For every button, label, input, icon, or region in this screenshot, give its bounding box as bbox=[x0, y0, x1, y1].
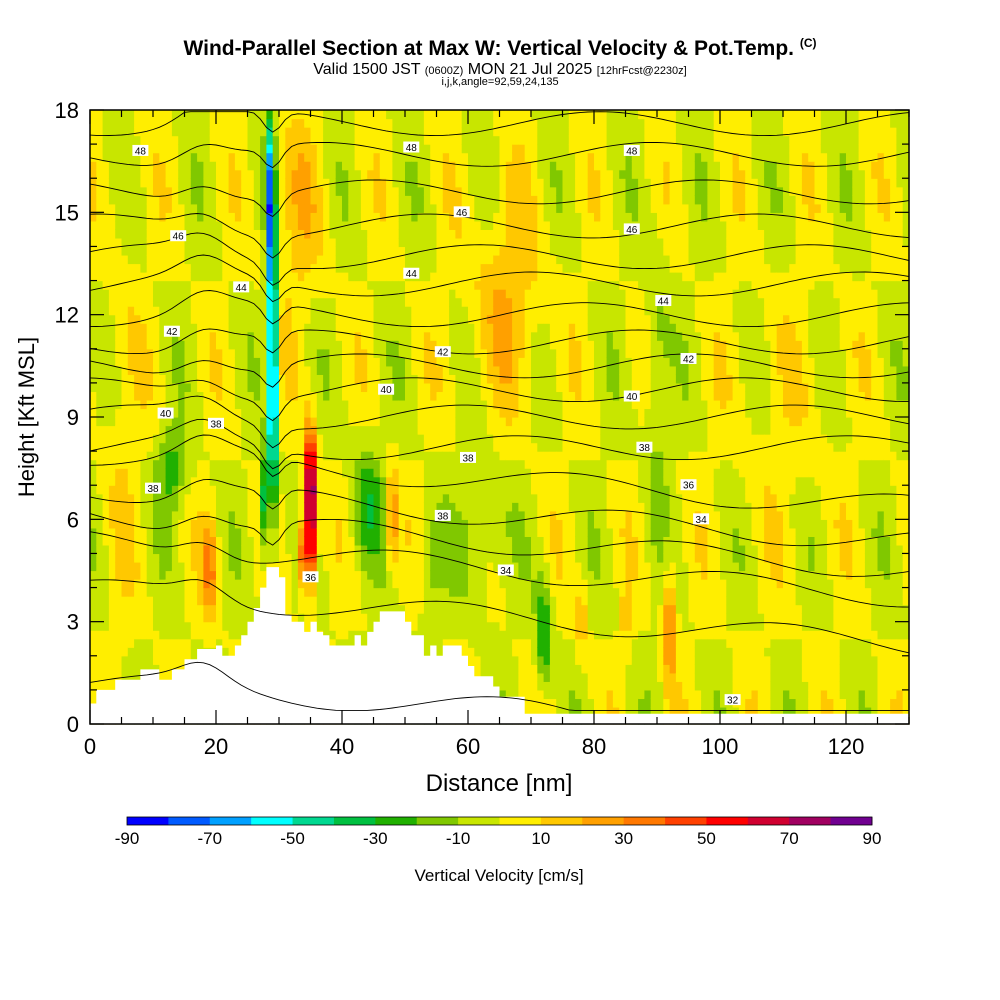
isentrope-label: 46 bbox=[453, 206, 470, 219]
colorbar-swatch bbox=[209, 817, 252, 825]
colorbar-swatch bbox=[333, 817, 376, 825]
isentrope-label: 48 bbox=[403, 141, 420, 154]
x-axis-label: Distance [nm] bbox=[426, 770, 573, 797]
terrain bbox=[90, 567, 909, 724]
y-tick-label: 12 bbox=[55, 303, 79, 328]
axis-ticks bbox=[89, 109, 910, 725]
isentrope-labels: 48 48 48 46 46 46 44 44 44 42 42 42 40 40 40 38 38 38 38 38… bbox=[132, 141, 741, 707]
y-axis-label: Height [Kft MSL] bbox=[14, 337, 39, 497]
colorbar-swatch bbox=[499, 817, 542, 825]
x-tick-label: 60 bbox=[456, 734, 480, 759]
colorbar-swatch bbox=[168, 817, 211, 825]
y-tick-label: 6 bbox=[67, 507, 79, 532]
colorbar-tick-label: -10 bbox=[446, 829, 471, 848]
colorbar-swatch bbox=[830, 817, 873, 825]
colorbar-swatch bbox=[292, 817, 335, 825]
isentrope-label: 38 bbox=[145, 482, 161, 495]
colorbar bbox=[126, 816, 873, 826]
isentrope-label: 34 bbox=[497, 564, 514, 577]
isentrope-label: 40 bbox=[623, 390, 640, 403]
chart-subtitle: Valid 1500 JST (0600Z) MON 21 Jul 2025 [… bbox=[313, 61, 687, 78]
isentrope-label: 40 bbox=[157, 407, 174, 420]
isentrope-label: 44 bbox=[655, 295, 672, 308]
colorbar-tick-label: 10 bbox=[531, 829, 550, 848]
y-tick-labels: 0 3 6 9 12 15 18 bbox=[55, 98, 79, 737]
isentrope-label: 46 bbox=[623, 223, 640, 236]
isentrope-label: 44 bbox=[233, 281, 250, 294]
subtitle-forecast: [12hrFcst@2230z] bbox=[596, 65, 687, 77]
colorbar-swatch bbox=[706, 817, 749, 825]
vertical-velocity-field bbox=[90, 110, 910, 725]
y-tick-label: 3 bbox=[67, 610, 79, 635]
isentrope-label: 34 bbox=[693, 513, 710, 526]
isentrope-label: 42 bbox=[434, 346, 451, 359]
subtitle-utc: (0600Z) bbox=[424, 65, 464, 77]
chart-subtitle-indices: i,j,k,angle=92,59,24,135 bbox=[441, 76, 559, 88]
colorbar-swatch bbox=[665, 817, 707, 825]
colorbar-label: Vertical Velocity [cm/s] bbox=[414, 866, 583, 885]
isentrope-label: 40 bbox=[378, 383, 395, 396]
colorbar-swatch bbox=[540, 817, 583, 825]
x-tick-labels: 0 20 40 60 80 100 120 bbox=[84, 734, 864, 759]
x-tick-label: 0 bbox=[84, 734, 96, 759]
colorbar-swatch bbox=[375, 817, 418, 825]
isentrope-label: 42 bbox=[163, 325, 180, 338]
y-tick-label: 9 bbox=[67, 405, 79, 430]
x-tick-label: 40 bbox=[330, 734, 354, 759]
isentrope-label: 48 bbox=[623, 144, 640, 157]
isentrope-label: 36 bbox=[302, 571, 319, 584]
isentrope-label: 36 bbox=[680, 479, 697, 492]
colorbar-tick-labels: -90 -70 -50 -30 -10 10 30 50 70 90 bbox=[115, 829, 882, 848]
colorbar-tick-label: -90 bbox=[115, 829, 140, 848]
isentrope-label: 44 bbox=[403, 267, 420, 280]
isentrope-label: 46 bbox=[170, 230, 187, 243]
y-tick-label: 18 bbox=[55, 98, 79, 123]
colorbar-swatch bbox=[458, 817, 500, 825]
isentrope-label: 38 bbox=[636, 441, 653, 454]
chart-title: Wind-Parallel Section at Max W: Vertical… bbox=[183, 36, 817, 60]
title-mark: (C) bbox=[799, 36, 817, 50]
isentrope-label: 38 bbox=[460, 451, 476, 464]
colorbar-swatch bbox=[127, 817, 169, 825]
colorbar-tick-label: 90 bbox=[863, 829, 882, 848]
isentrope-label: 42 bbox=[680, 353, 697, 366]
x-tick-label: 120 bbox=[828, 734, 865, 759]
colorbar-tick-label: 50 bbox=[697, 829, 716, 848]
y-tick-label: 15 bbox=[55, 200, 79, 225]
isentrope-contours bbox=[89, 111, 910, 711]
colorbar-tick-label: 70 bbox=[780, 829, 799, 848]
x-tick-label: 20 bbox=[204, 734, 228, 759]
colorbar-swatch bbox=[251, 817, 293, 825]
colorbar-swatch bbox=[623, 817, 666, 825]
colorbar-swatch bbox=[747, 817, 790, 825]
colorbar-tick-label: 30 bbox=[614, 829, 633, 848]
colorbar-tick-label: -50 bbox=[280, 829, 305, 848]
isentrope-label: 38 bbox=[434, 509, 451, 522]
y-tick-label: 0 bbox=[67, 712, 79, 737]
isentrope-label: 38 bbox=[208, 417, 224, 430]
isentrope-label: 48 bbox=[132, 144, 149, 157]
colorbar-swatch bbox=[582, 817, 625, 825]
colorbar-tick-label: -30 bbox=[363, 829, 388, 848]
colorbar-swatch bbox=[416, 817, 459, 825]
colorbar-swatch bbox=[789, 817, 832, 825]
x-tick-label: 100 bbox=[702, 734, 739, 759]
isentrope-label: 32 bbox=[724, 694, 741, 707]
colorbar-tick-label: -70 bbox=[197, 829, 222, 848]
x-tick-label: 80 bbox=[582, 734, 606, 759]
